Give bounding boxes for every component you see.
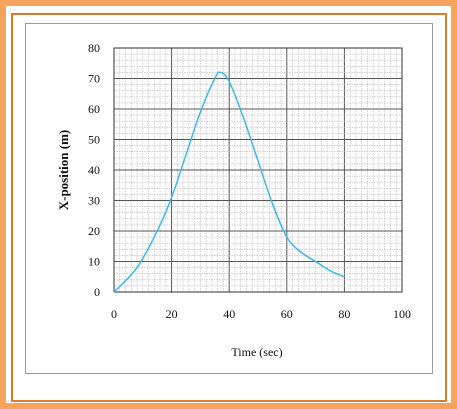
y-tick-label: 30: [88, 194, 100, 208]
x-tick-label: 80: [338, 307, 350, 321]
plot-border: [113, 47, 403, 293]
x-tick-label: 0: [111, 307, 117, 321]
y-tick-label: 0: [94, 285, 100, 299]
x-tick-label: 20: [166, 307, 178, 321]
axes-layer: [113, 47, 403, 293]
x-axis-label: Time (sec): [231, 345, 282, 359]
grid-layer: [113, 47, 403, 293]
y-tick-label: 60: [88, 102, 100, 116]
x-tick-label: 40: [223, 307, 235, 321]
y-tick-label: 20: [88, 224, 100, 238]
series-line: [113, 71, 345, 293]
ticks-layer: 0 20 40 60 80 100 0 10 20 30 40 50 60 70 80: [88, 41, 411, 321]
x-tick-label: 60: [281, 307, 293, 321]
y-tick-label: 50: [88, 133, 100, 147]
x-tick-label: 100: [393, 307, 411, 321]
y-tick-label: 80: [88, 41, 100, 55]
y-tick-label: 10: [88, 255, 100, 269]
y-axis-label: X-position (m): [56, 130, 71, 211]
y-tick-label: 70: [88, 72, 100, 86]
series-layer: [113, 71, 345, 293]
y-tick-label: 40: [88, 163, 100, 177]
